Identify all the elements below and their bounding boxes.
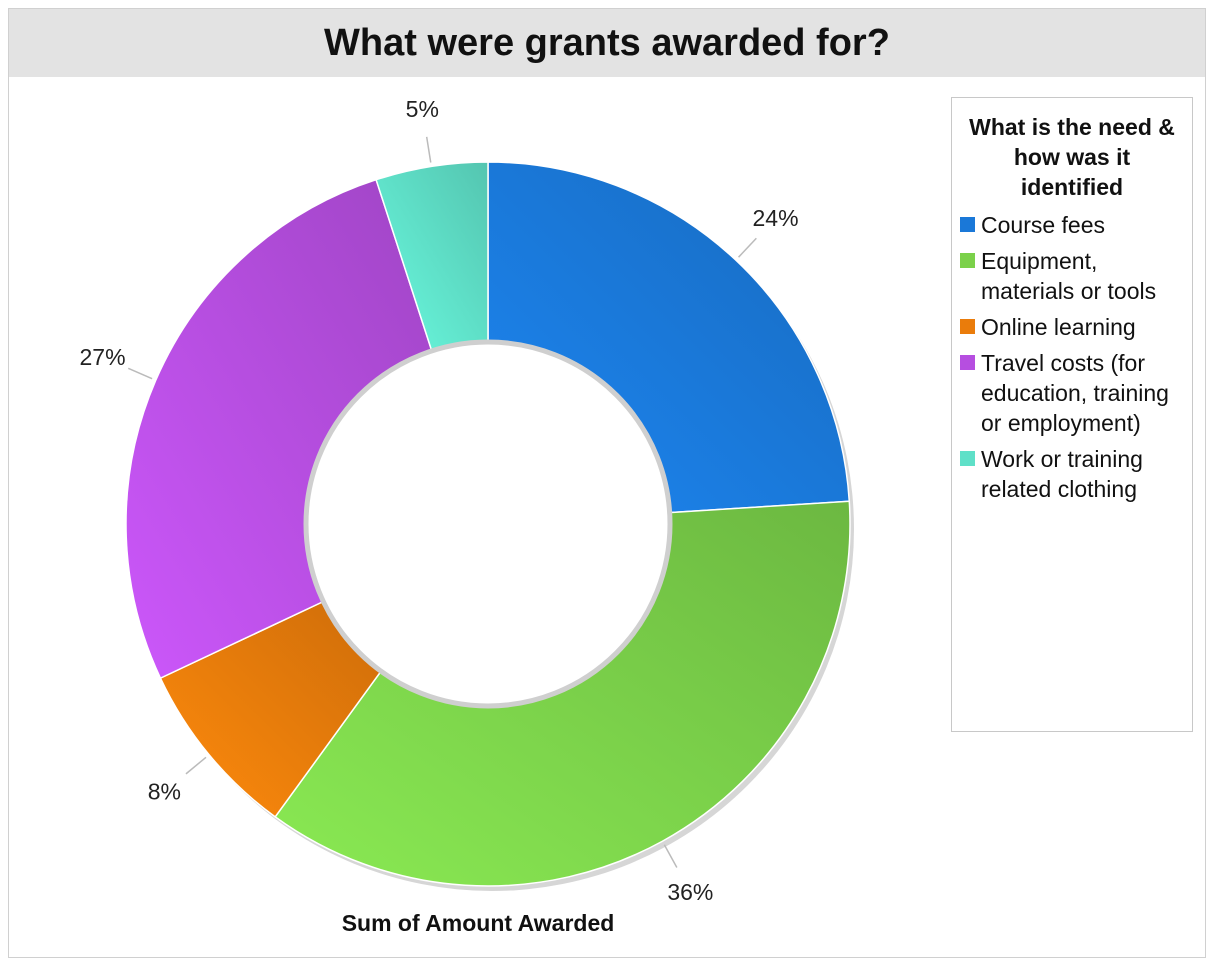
legend-item-online-learning: Online learning bbox=[960, 312, 1184, 342]
data-label-online-learning: 8% bbox=[148, 779, 181, 805]
legend-swatch bbox=[960, 451, 975, 466]
legend-label: Course fees bbox=[981, 212, 1106, 238]
leader-line-work-or-training-related-clothing bbox=[425, 136, 432, 163]
chart-title: What were grants awarded for? bbox=[324, 21, 890, 64]
data-label-equipment-materials-or-tools: 36% bbox=[667, 879, 713, 905]
chart-caption: Sum of Amount Awarded bbox=[341, 910, 615, 936]
legend-swatch bbox=[960, 217, 975, 232]
legend-label: Work or training related clothing bbox=[981, 446, 1143, 502]
title-bar: What were grants awarded for? bbox=[9, 9, 1205, 77]
legend: What is the need & how was it identified… bbox=[951, 97, 1193, 732]
legend-items: Course fees Equipment, materials or tools… bbox=[960, 210, 1184, 504]
leader-line-course-fees bbox=[737, 237, 757, 258]
data-label-travel-costs-for-education-training-or-employment: 27% bbox=[80, 344, 126, 370]
leader-line-travel-costs-for-education-training-or-employment bbox=[127, 367, 153, 380]
leader-line-equipment-materials-or-tools bbox=[663, 844, 678, 868]
legend-title: What is the need & how was it identified bbox=[969, 114, 1175, 200]
donut-hole bbox=[303, 339, 673, 709]
legend-label: Equipment, materials or tools bbox=[981, 248, 1157, 304]
legend-label: Travel costs (for education, training or… bbox=[981, 350, 1169, 436]
legend-item-equipment-materials-or-tools: Equipment, materials or tools bbox=[960, 246, 1184, 306]
legend-swatch bbox=[960, 355, 975, 370]
data-label-course-fees: 24% bbox=[752, 205, 798, 231]
legend-swatch bbox=[960, 319, 975, 334]
legend-swatch bbox=[960, 253, 975, 268]
legend-item-travel-costs-for-education-training-or-employment: Travel costs (for education, training or… bbox=[960, 348, 1184, 438]
legend-item-course-fees: Course fees bbox=[960, 210, 1184, 240]
legend-label: Online learning bbox=[981, 314, 1136, 340]
legend-item-work-or-training-related-clothing: Work or training related clothing bbox=[960, 444, 1184, 504]
data-label-work-or-training-related-clothing: 5% bbox=[406, 96, 439, 122]
leader-line-online-learning bbox=[185, 756, 207, 775]
